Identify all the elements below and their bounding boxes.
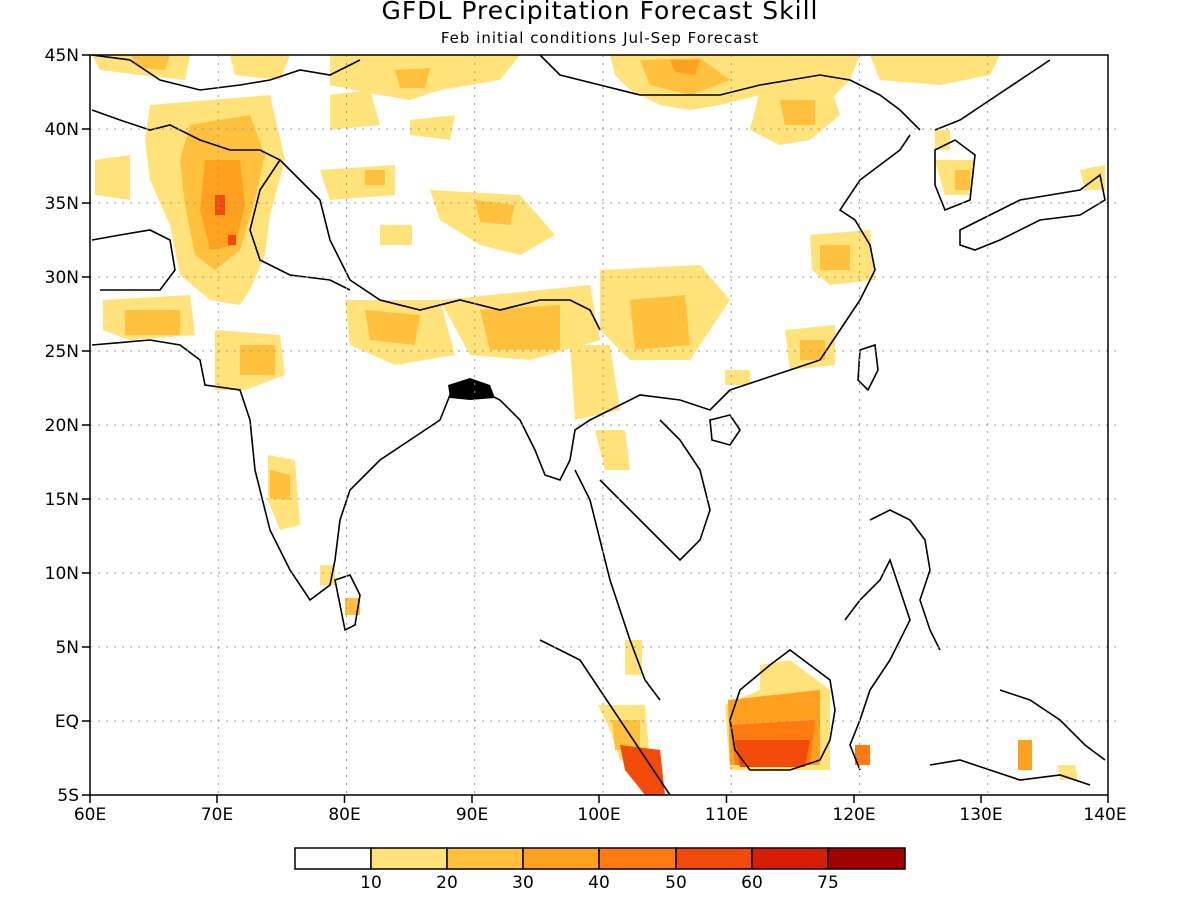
map-title: GFDL Precipitation Forecast Skill — [381, 0, 819, 25]
y-tick-label: 5S — [57, 786, 79, 806]
x-tick-label: 110E — [705, 805, 748, 825]
x-tick-label: 100E — [577, 805, 620, 825]
y-tick-label: 40N — [45, 120, 79, 140]
colorbar-label: 30 — [512, 873, 534, 893]
colorbar-label: 75 — [817, 873, 839, 893]
colorbar-label: 40 — [588, 873, 610, 893]
x-axis-labels: 60E 70E 80E 90E 100E 110E 120E 130E 140E — [74, 805, 1127, 825]
colorbar-bin — [751, 847, 829, 870]
colorbar-bin — [675, 847, 753, 870]
x-tick-label: 70E — [201, 805, 233, 825]
colorbar-bin — [827, 847, 906, 870]
colorbar-bin — [294, 847, 372, 870]
colorbar-labels: 10 20 30 40 50 60 75 — [360, 873, 839, 893]
coastlines — [91, 54, 1106, 796]
y-axis-labels: 45N 40N 35N 30N 25N 20N 15N 10N 5N EQ 5S — [45, 46, 79, 806]
y-tick-label: 10N — [45, 564, 79, 584]
colorbar-label: 10 — [360, 873, 382, 893]
y-tick-label: 25N — [45, 342, 79, 362]
colorbar-bin — [598, 847, 677, 870]
axis-ticks — [82, 54, 1109, 803]
y-tick-label: 15N — [45, 490, 79, 510]
y-tick-label: EQ — [55, 712, 79, 732]
y-tick-label: 5N — [55, 638, 79, 658]
x-tick-label: 140E — [1083, 805, 1126, 825]
y-tick-label: 45N — [45, 46, 79, 66]
x-tick-label: 120E — [832, 805, 875, 825]
x-tick-label: 60E — [74, 805, 106, 825]
x-tick-label: 90E — [456, 805, 488, 825]
skill-shading — [92, 55, 1105, 795]
y-tick-label: 20N — [45, 416, 79, 436]
gridlines — [90, 55, 1116, 795]
colorbar — [294, 847, 906, 870]
colorbar-bin — [446, 847, 524, 870]
delta-region — [448, 378, 495, 400]
map-subtitle: Feb initial conditions Jul-Sep Forecast — [440, 29, 760, 47]
colorbar-label: 60 — [741, 873, 763, 893]
y-tick-label: 35N — [45, 194, 79, 214]
colorbar-label: 50 — [665, 873, 687, 893]
colorbar-label: 20 — [436, 873, 458, 893]
x-tick-label: 130E — [959, 805, 1002, 825]
y-tick-label: 30N — [45, 268, 79, 288]
x-tick-label: 80E — [328, 805, 360, 825]
colorbar-bin — [522, 847, 600, 870]
colorbar-bin — [370, 847, 448, 870]
